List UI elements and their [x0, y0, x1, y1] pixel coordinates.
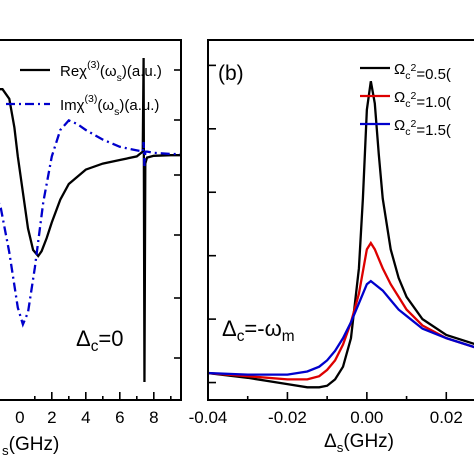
x-axis-label-a: s(GHz) [2, 434, 59, 458]
series-line-a-2 [0, 119, 181, 328]
legend-label-b-1: Ωc2=0.5( [394, 61, 451, 83]
xtick-label-b-2: -0.02 [268, 408, 307, 427]
xtick-label-a-2: 4 [81, 408, 90, 427]
legend-label-a-2: Imχ(3)(ωs)(a.u.) [60, 93, 159, 118]
series-line-b-3 [208, 279, 474, 376]
series-line-b-2 [208, 240, 474, 381]
legend-label-a-1: Reχ(3)(ωs)(a.u.) [60, 59, 162, 84]
panel-b: -0.04 -0.02 0.00 0.02 Δs(GHz) (b) Ωc2=0.5( Ωc2=… [189, 39, 474, 455]
plot-frame-a [0, 39, 182, 401]
xtick-label-b-3: 0.00 [350, 408, 383, 427]
panel-a: 2 4 6 8 0 s(GHz) Reχ(3)(ωs)(a.u.) Imχ(3)(ωs)(a.… [0, 39, 182, 458]
xtick-label-b-4: 0.02 [430, 408, 463, 427]
xtick-label-a-4: 8 [149, 408, 158, 427]
annotation-a: Δc=0 [76, 326, 124, 355]
legend-label-b-3: Ωc2=1.5( [394, 117, 451, 139]
plot-frame-b [207, 39, 474, 401]
x-axis-label-b: Δs(GHz) [324, 431, 394, 455]
annotation-b: Δc=-ωm [222, 316, 295, 345]
xtick-label-b-1: -0.04 [189, 408, 228, 427]
series-line-b-1 [208, 81, 474, 389]
panel-label-b: (b) [218, 62, 244, 85]
xtick-label-a-0: 0 [15, 408, 24, 427]
legend-label-b-2: Ωc2=1.0( [394, 89, 451, 111]
xtick-label-a-3: 6 [115, 408, 124, 427]
xtick-label-a-1: 2 [47, 408, 56, 427]
series-line-a-1 [0, 57, 181, 383]
